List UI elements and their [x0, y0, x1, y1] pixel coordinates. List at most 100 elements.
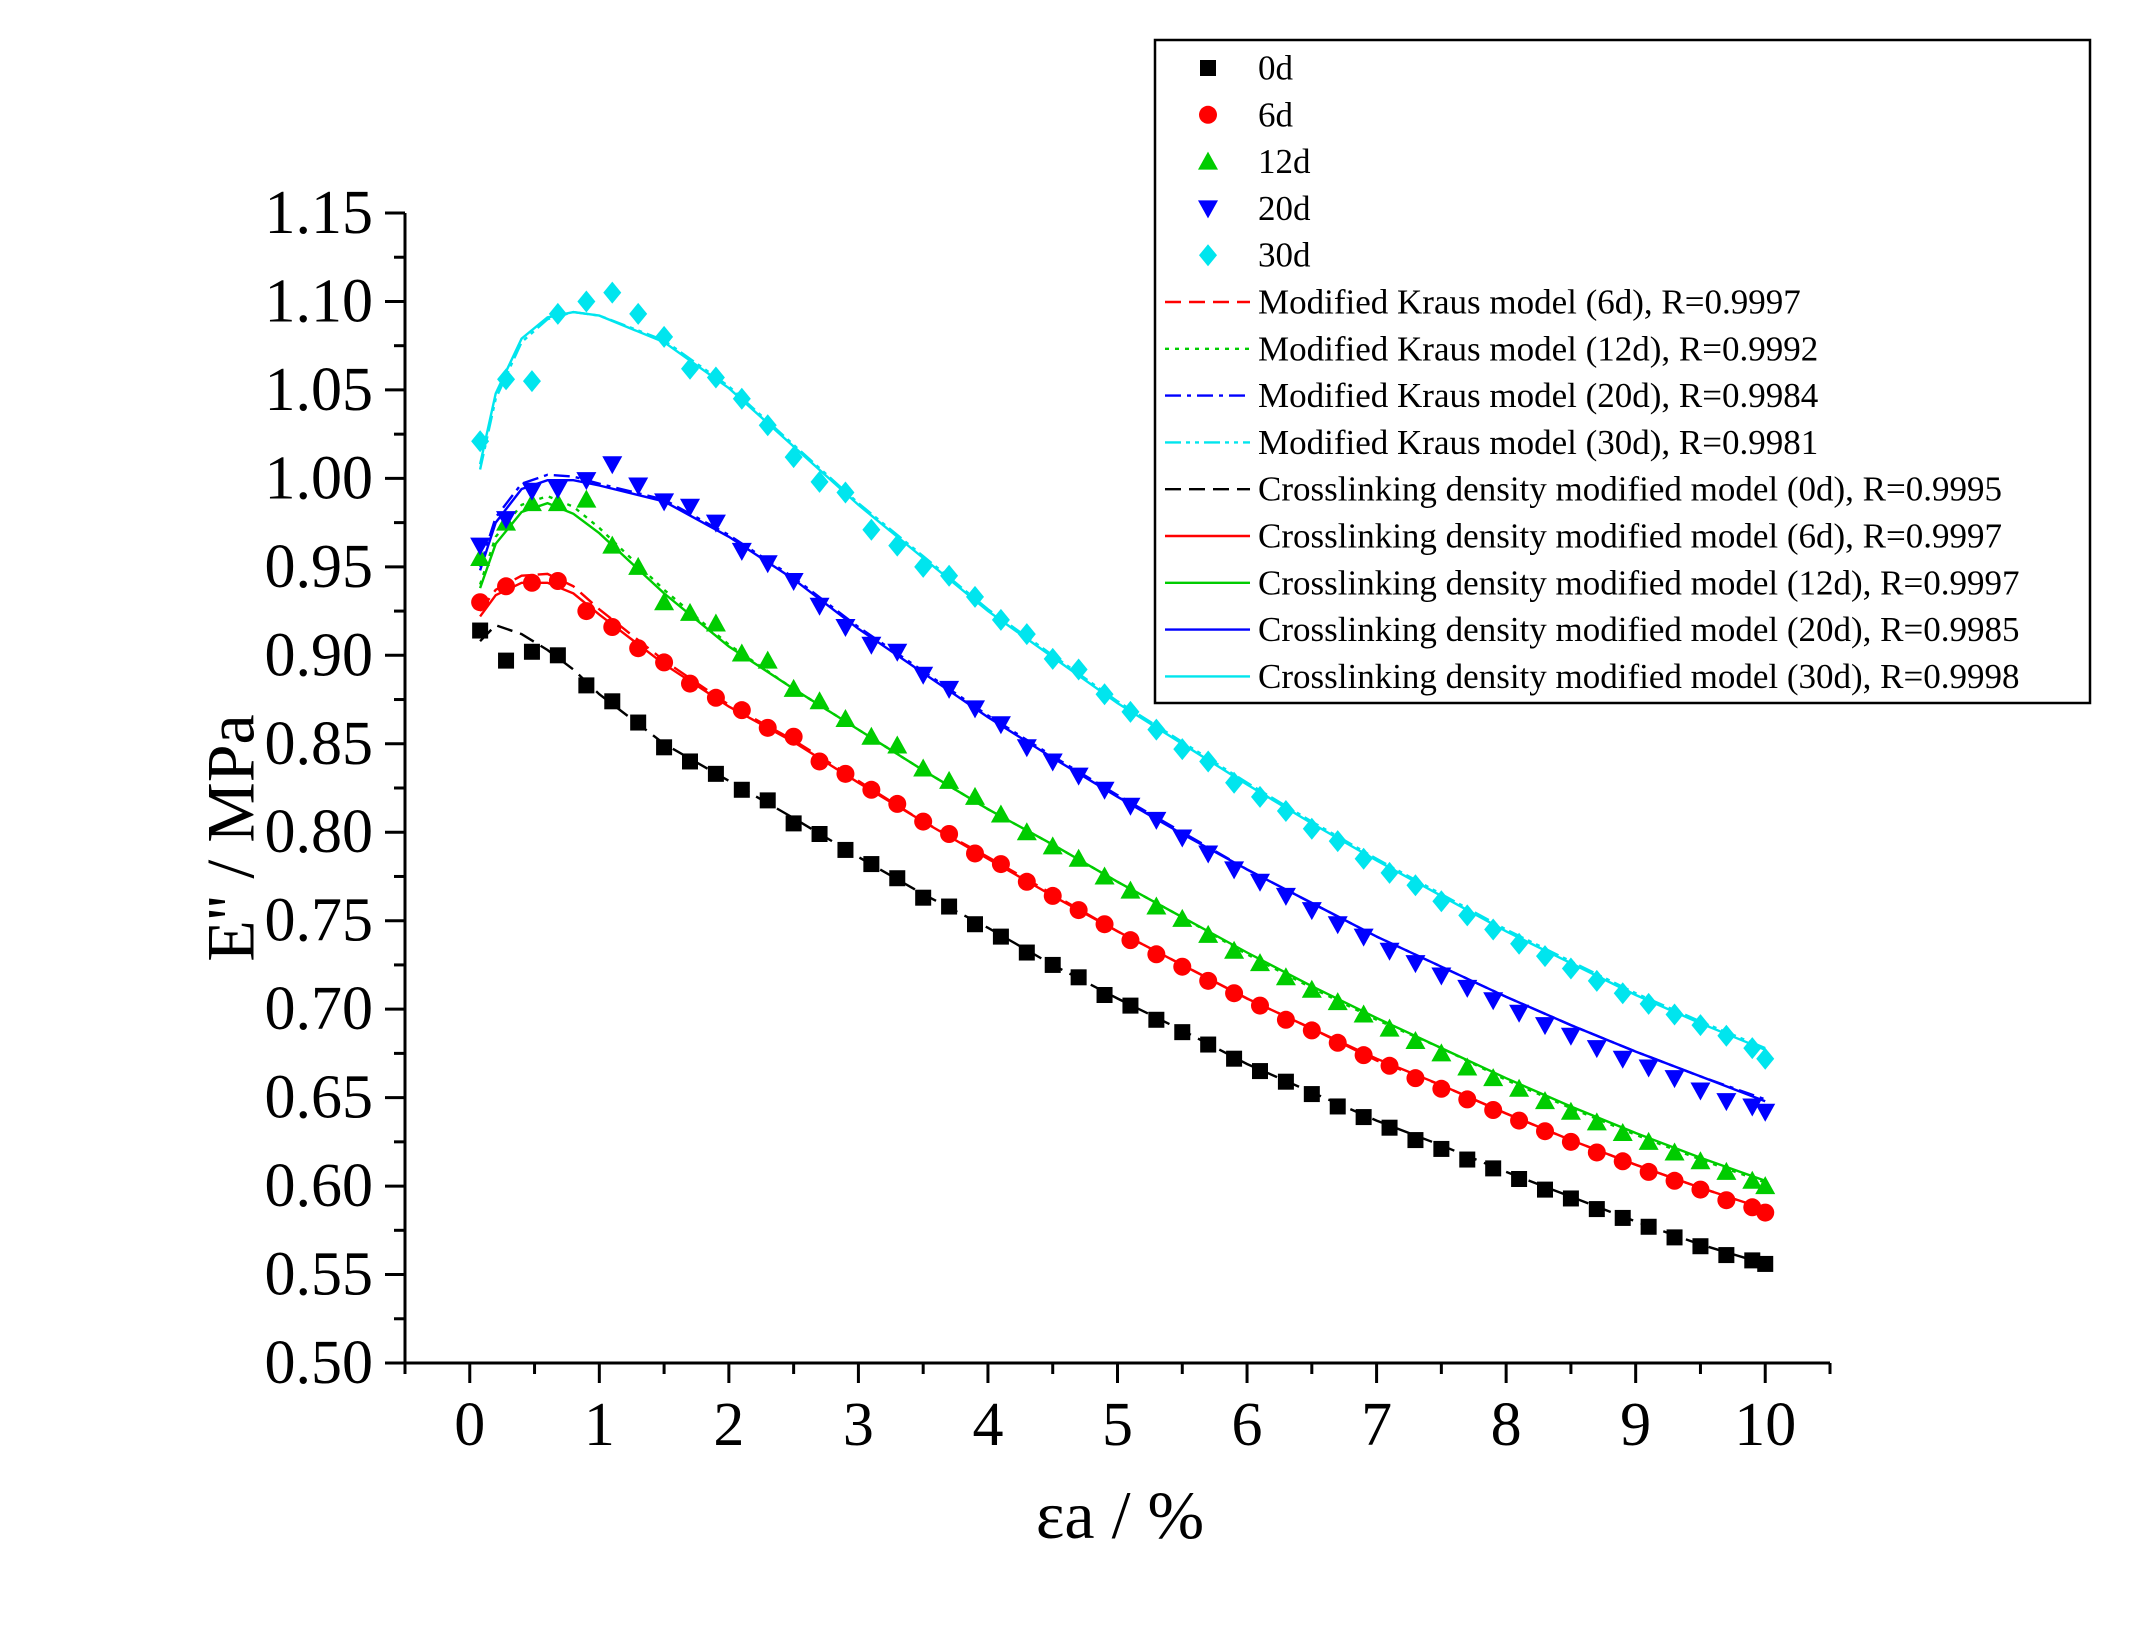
series-20d: [470, 456, 1776, 1122]
point-12d-8: [680, 602, 700, 621]
point-6d-24: [1095, 915, 1114, 934]
point-20d-13: [809, 597, 830, 616]
x-tick-label: 1: [584, 1391, 615, 1459]
point-30d-44: [1613, 982, 1632, 1005]
point-12d-18: [939, 770, 960, 789]
legend-box: [1153, 38, 2092, 705]
x-tick-label: 2: [713, 1391, 744, 1459]
legend-item-crosslinking-density-modified-model-6d-r-0-9997: Crosslinking density modified model (6d)…: [1165, 517, 2002, 556]
point-30d-6: [629, 302, 648, 325]
point-6d-25: [1121, 931, 1140, 950]
point-6d-31: [1276, 1010, 1295, 1029]
x-tick-label: 9: [1620, 1391, 1651, 1459]
point-20d-33: [1327, 916, 1348, 935]
point-30d-41: [1536, 945, 1554, 968]
point-12d-6: [628, 556, 649, 575]
point-6d-35: [1380, 1056, 1399, 1075]
y-axis-title-group: E'' / MPa: [193, 714, 269, 961]
point-20d-7: [654, 493, 675, 512]
legend-label: Crosslinking density modified model (6d)…: [1258, 517, 2002, 556]
legend-marker-6d: [1199, 105, 1217, 124]
point-6d-2: [522, 573, 541, 592]
point-0d-5: [604, 693, 621, 710]
point-12d-32: [1301, 979, 1322, 998]
point-6d-36: [1406, 1069, 1425, 1088]
point-20d-43: [1586, 1040, 1607, 1059]
point-12d-17: [913, 758, 934, 777]
x-tick-label: 6: [1232, 1391, 1263, 1459]
point-6d-11: [758, 718, 777, 737]
point-6d-46: [1665, 1171, 1684, 1190]
point-20d-14: [835, 619, 856, 637]
legend-item-modified-kraus-model-12d-r-0-9992: Modified Kraus model (12d), R=0.9992: [1165, 329, 1818, 368]
legend-item-modified-kraus-model-20d-r-0-9984: Modified Kraus model (20d), R=0.9984: [1165, 376, 1818, 415]
point-0d-27: [1174, 1024, 1191, 1041]
point-20d-0: [470, 537, 491, 556]
point-0d-25: [1122, 997, 1139, 1014]
y-tick-label: 0.50: [265, 1329, 374, 1397]
point-20d-45: [1638, 1059, 1659, 1078]
point-12d-38: [1457, 1057, 1478, 1076]
legend-item-modified-kraus-model-30d-r-0-9981: Modified Kraus model (30d), R=0.9981: [1165, 423, 1818, 462]
point-20d-42: [1560, 1027, 1581, 1046]
point-20d-34: [1353, 928, 1374, 947]
point-12d-20: [990, 804, 1011, 823]
point-12d-46: [1664, 1142, 1685, 1161]
point-12d-23: [1068, 848, 1089, 867]
point-20d-23: [1068, 767, 1089, 786]
point-30d-36: [1406, 874, 1425, 897]
point-30d-8: [681, 357, 699, 380]
legend-label: 20d: [1258, 189, 1311, 228]
point-12d-39: [1483, 1068, 1504, 1087]
point-6d-44: [1613, 1152, 1632, 1171]
point-30d-37: [1432, 890, 1451, 913]
point-0d-16: [889, 870, 906, 887]
legend-label: Modified Kraus model (6d), R=0.9997: [1258, 283, 1801, 322]
point-6d-47: [1691, 1180, 1710, 1199]
point-6d-33: [1328, 1033, 1347, 1052]
point-6d-39: [1484, 1101, 1503, 1119]
legend-item-6d: 6d: [1199, 95, 1294, 134]
x-tick-label: 5: [1102, 1391, 1133, 1459]
point-20d-26: [1146, 811, 1167, 830]
point-20d-10: [731, 542, 752, 561]
point-30d-32: [1302, 817, 1321, 840]
point-20d-19: [965, 700, 985, 719]
point-30d-48: [1717, 1024, 1736, 1047]
point-12d-22: [1042, 836, 1063, 855]
point-30d-50: [1756, 1047, 1775, 1070]
point-30d-24: [1095, 683, 1114, 706]
point-6d-7: [655, 653, 674, 672]
legend-label: Crosslinking density modified model (20d…: [1258, 610, 2020, 649]
point-12d-34: [1353, 1004, 1374, 1023]
point-0d-28: [1200, 1036, 1217, 1053]
curve-modified-kraus-model-12d-r-0-9992: [478, 494, 1766, 1184]
point-20d-31: [1275, 887, 1296, 906]
point-12d-0: [470, 548, 491, 566]
point-20d-41: [1535, 1017, 1555, 1036]
point-30d-19: [966, 585, 984, 608]
data-markers: [470, 281, 1776, 1272]
point-12d-7: [654, 592, 675, 611]
point-6d-26: [1147, 945, 1166, 964]
point-0d-33: [1329, 1098, 1346, 1115]
legend-label: Modified Kraus model (30d), R=0.9981: [1258, 423, 1818, 462]
y-tick-label: 1.15: [265, 179, 374, 247]
point-0d-43: [1588, 1201, 1605, 1218]
point-0d-35: [1381, 1119, 1398, 1136]
point-0d-49: [1744, 1252, 1761, 1269]
point-20d-9: [705, 514, 726, 533]
legend-label: Modified Kraus model (20d), R=0.9984: [1258, 376, 1818, 415]
x-tick-label: 7: [1361, 1391, 1392, 1459]
point-12d-2: [521, 493, 542, 512]
point-30d-21: [1017, 623, 1036, 646]
point-6d-45: [1639, 1162, 1658, 1181]
y-tick-label: 0.80: [265, 798, 374, 866]
point-0d-42: [1562, 1190, 1579, 1207]
point-0d-20: [992, 928, 1009, 945]
point-20d-32: [1301, 902, 1322, 921]
point-20d-48: [1716, 1093, 1737, 1112]
point-12d-41: [1535, 1091, 1555, 1110]
point-30d-46: [1665, 1003, 1684, 1026]
